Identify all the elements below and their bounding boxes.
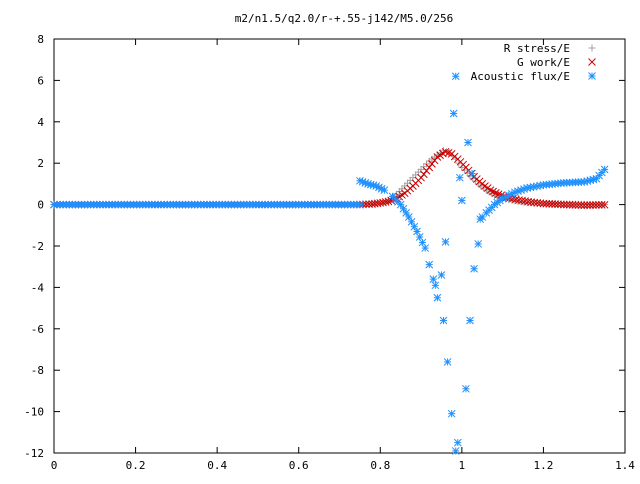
data-point (455, 173, 464, 182)
data-point (577, 201, 586, 209)
data-point (431, 281, 440, 290)
y-tick-label: -8 (31, 364, 44, 377)
data-point (417, 173, 425, 182)
data-point (458, 196, 466, 205)
data-point (600, 200, 609, 209)
data-point (464, 138, 472, 147)
data-point (600, 165, 609, 174)
chart-marks (50, 72, 609, 455)
data-point (422, 166, 431, 175)
data-point (518, 196, 526, 205)
y-tick-label: 8 (37, 33, 44, 46)
data-point (421, 244, 430, 252)
data-point (468, 169, 476, 178)
x-tick-label: 0.2 (126, 459, 146, 472)
data-point (362, 200, 370, 209)
data-point (474, 240, 483, 248)
data-point (512, 195, 520, 204)
data-point (419, 170, 428, 179)
data-point (589, 201, 597, 209)
y-tick-label: 2 (37, 157, 44, 170)
data-point (439, 316, 448, 325)
data-point (536, 199, 545, 208)
data-point (429, 275, 438, 283)
data-point (425, 163, 434, 172)
data-point (447, 409, 456, 418)
data-point (559, 200, 568, 209)
y-tick-label: -12 (24, 447, 44, 460)
chart-title: m2/n1.5/q2.0/r-+.55-j142/M5.0/256 (235, 12, 454, 25)
data-point (594, 201, 603, 209)
data-point (425, 260, 434, 269)
data-point (443, 358, 452, 366)
data-point (580, 201, 589, 210)
x-tick-label: 0.8 (370, 459, 390, 472)
plot-frame (53, 38, 626, 454)
data-point (446, 149, 454, 157)
data-point (568, 201, 577, 209)
data-point (437, 271, 446, 279)
y-tick-label: -4 (31, 281, 45, 294)
data-point (521, 197, 529, 205)
legend-marker (588, 58, 596, 66)
data-point (571, 201, 580, 209)
y-tick-label: -6 (31, 323, 44, 336)
data-point (384, 197, 393, 206)
data-point (449, 109, 458, 118)
x-tick-label: 1.4 (615, 459, 635, 472)
legend-marker (588, 72, 596, 80)
data-point (545, 200, 554, 208)
data-point (451, 447, 460, 455)
y-tick-label: -2 (31, 240, 44, 253)
data-point (574, 201, 583, 209)
y-tick-label: -10 (24, 406, 44, 419)
data-point (504, 191, 513, 200)
legend-label: G work/E (517, 56, 570, 69)
legend-label: Acoustic flux/E (471, 70, 570, 83)
x-tick-label: 1.2 (533, 459, 553, 472)
data-point (451, 72, 460, 81)
data-point (428, 160, 436, 168)
x-tick-label: 0.6 (289, 459, 309, 472)
y-tick-label: 6 (37, 74, 44, 87)
data-point (530, 198, 539, 207)
data-point (597, 201, 606, 209)
data-point (387, 196, 396, 205)
data-point (548, 200, 557, 208)
data-point (462, 384, 470, 393)
data-point (527, 198, 536, 206)
y-tick-label: 0 (37, 199, 44, 212)
data-point (586, 201, 594, 209)
axis-ticks: 0 0.2 0.4 0.6 0.8 1 1.2 1.4 8 6 4 2 0 -2 -4 -6 -8 -10 -12 (24, 33, 635, 472)
data-point (583, 201, 591, 210)
x-tick-label: 0 (51, 459, 58, 472)
data-point (381, 198, 390, 206)
data-point (402, 209, 410, 217)
data-point (453, 438, 462, 447)
data-point (433, 293, 442, 302)
data-point (562, 200, 571, 209)
data-point (441, 238, 450, 246)
x-tick-label: 1 (459, 459, 466, 472)
data-point (380, 186, 389, 194)
data-point (470, 264, 478, 273)
data-point (554, 200, 562, 209)
data-point (542, 199, 551, 208)
legend-marker (588, 44, 596, 52)
data-point (539, 199, 548, 208)
data-point (557, 200, 565, 209)
data-point (565, 200, 574, 209)
data-point (551, 200, 559, 209)
data-point (533, 198, 542, 207)
x-tick-label: 0.4 (207, 459, 227, 472)
legend-label: R stress/E (504, 42, 570, 55)
data-point (466, 316, 474, 325)
data-point (515, 196, 523, 204)
data-point (592, 201, 600, 209)
data-point (356, 200, 364, 209)
y-tick-label: 4 (37, 116, 44, 129)
